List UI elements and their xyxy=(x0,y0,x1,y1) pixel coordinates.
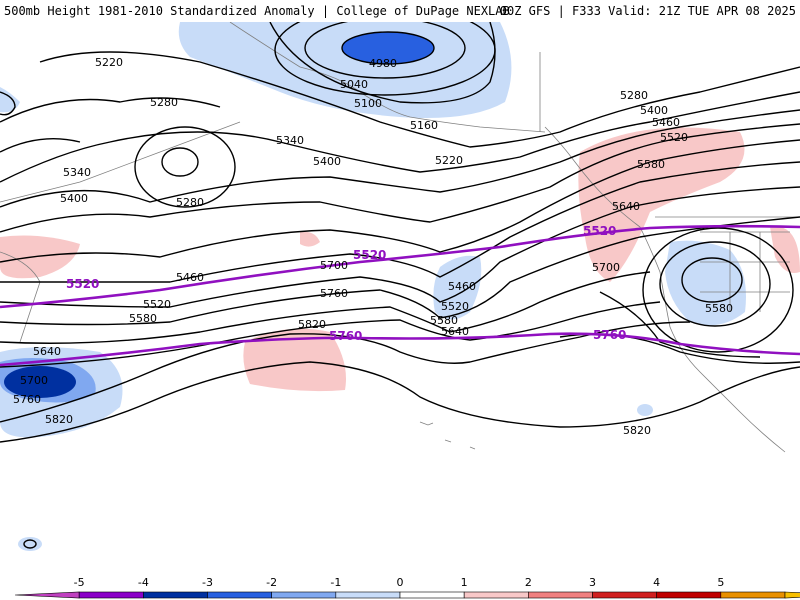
map-canvas: 4980 5040 5100 5160 5220 5220 5280 5280 … xyxy=(0,22,800,551)
contour-label: 5460 xyxy=(176,271,204,284)
contour-label: 5640 xyxy=(441,325,469,338)
contour-label: 5460 xyxy=(448,280,476,293)
colorbar: -5 -4 -3 -2 -1 0 1 2 3 4 5 xyxy=(0,576,800,600)
colorbar-tick-label: 5 xyxy=(717,576,724,589)
colorbar-segment xyxy=(463,591,529,599)
contour-label: 5820 xyxy=(45,413,73,426)
contour-label: 5280 xyxy=(620,89,648,102)
header-bar: 500mb Height 1981-2010 Standardized Anom… xyxy=(0,0,800,22)
anomaly-shading xyxy=(0,22,800,551)
colorbar-segment xyxy=(271,591,337,599)
colorbar-segment xyxy=(528,591,593,599)
contour-label: 5580 xyxy=(705,302,733,315)
colorbar-canvas: -5 -4 -3 -2 -1 0 1 2 3 4 5 xyxy=(14,576,800,599)
purple-contour-label: 5520 xyxy=(353,248,386,262)
colorbar-tick-label: 0 xyxy=(397,576,404,589)
reference-contours xyxy=(0,224,800,367)
contour-label: 5040 xyxy=(340,78,368,91)
contour-label: 5400 xyxy=(313,155,341,168)
colorbar-segment xyxy=(592,591,657,599)
contour-label: 5580 xyxy=(637,158,665,171)
purple-contour-label: 5760 xyxy=(593,328,626,342)
contour-label: 4980 xyxy=(369,57,397,70)
contour-label: 5220 xyxy=(435,154,463,167)
purple-contour-label: 5520 xyxy=(583,224,616,238)
colorbar-segment xyxy=(143,591,208,599)
contour-label: 5580 xyxy=(430,314,458,327)
colorbar-tick-label: -3 xyxy=(202,576,213,589)
height-contours xyxy=(0,22,800,549)
coastlines xyxy=(0,22,800,453)
contour-label: 5460 xyxy=(652,116,680,129)
contour-label: 5400 xyxy=(640,104,668,117)
colorbar-tick-label: -1 xyxy=(330,576,341,589)
colorbar-segments xyxy=(14,591,800,599)
purple-contour-label: 5520 xyxy=(66,277,99,291)
colorbar-tick-label: 4 xyxy=(653,576,660,589)
contour-label: 5280 xyxy=(176,196,204,209)
contour-label: 5520 xyxy=(660,131,688,144)
weather-map: 4980 5040 5100 5160 5220 5220 5280 5280 … xyxy=(0,22,800,577)
contour-label: 5400 xyxy=(60,192,88,205)
contour-label: 5340 xyxy=(276,134,304,147)
colorbar-ticks: -5 -4 -3 -2 -1 0 1 2 3 4 5 xyxy=(74,576,725,589)
contour-labels-purple: 5520 5520 5520 5760 5760 xyxy=(66,224,626,343)
contour-label: 5700 xyxy=(20,374,48,387)
contour-label: 5580 xyxy=(129,312,157,325)
colorbar-tick-label: -4 xyxy=(138,576,149,589)
contour-label: 5340 xyxy=(63,166,91,179)
colorbar-segment xyxy=(399,591,465,599)
colorbar-segment xyxy=(784,591,800,599)
contour-label: 5760 xyxy=(320,287,348,300)
colorbar-segment xyxy=(14,591,80,599)
contour-label: 5220 xyxy=(95,56,123,69)
contour-label: 5280 xyxy=(150,96,178,109)
contour-label: 5640 xyxy=(33,345,61,358)
contour-label: 5820 xyxy=(623,424,651,437)
colorbar-segment xyxy=(335,591,401,599)
valid-time: 00Z GFS | F333 Valid: 21Z TUE APR 08 202… xyxy=(499,4,796,18)
contour-label: 5820 xyxy=(298,318,326,331)
contour-label: 5640 xyxy=(612,200,640,213)
colorbar-segment xyxy=(720,591,786,599)
colorbar-tick-label: -5 xyxy=(74,576,85,589)
contour-label: 5520 xyxy=(441,300,469,313)
map-title: 500mb Height 1981-2010 Standardized Anom… xyxy=(4,4,510,18)
contour-label: 5760 xyxy=(13,393,41,406)
colorbar-tick-label: 3 xyxy=(589,576,596,589)
colorbar-tick-label: 1 xyxy=(461,576,468,589)
purple-contour-label: 5760 xyxy=(329,329,362,343)
contour-label: 5700 xyxy=(592,261,620,274)
colorbar-segment xyxy=(207,591,272,599)
colorbar-segment xyxy=(78,591,144,599)
contour-label: 5160 xyxy=(410,119,438,132)
contour-labels-black: 4980 5040 5100 5160 5220 5220 5280 5280 … xyxy=(13,56,733,437)
colorbar-segment xyxy=(656,591,722,599)
colorbar-tick-label: 2 xyxy=(525,576,532,589)
contour-label: 5700 xyxy=(320,259,348,272)
contour-label: 5520 xyxy=(143,298,171,311)
colorbar-tick-label: -2 xyxy=(266,576,277,589)
contour-label: 5100 xyxy=(354,97,382,110)
